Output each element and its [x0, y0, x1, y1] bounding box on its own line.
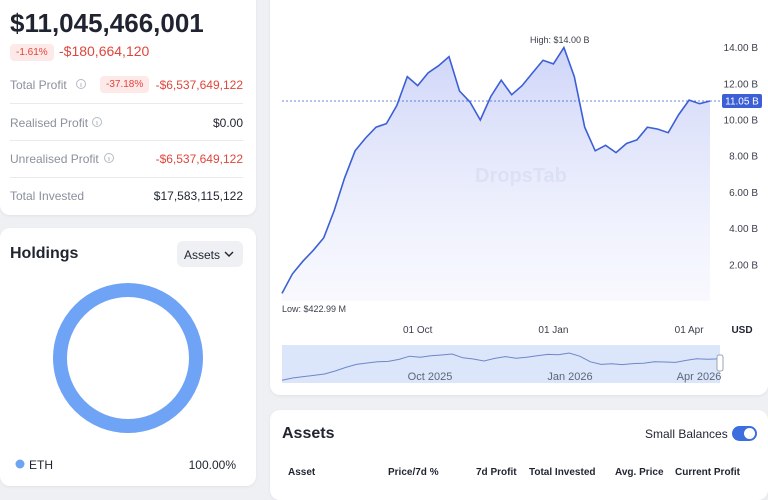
y-tick-label: 6.00 B: [729, 188, 758, 199]
column-header: 7d Profit: [476, 467, 517, 478]
stat-label: Realised Profit: [10, 116, 89, 130]
stat-value: $17,583,115,122: [153, 189, 243, 203]
x-tick-label: 01 Oct: [403, 325, 433, 336]
stat-label: Total Profit: [10, 78, 67, 92]
current-badge: [722, 93, 762, 108]
separator: [10, 177, 243, 178]
price-line: [281, 45, 711, 294]
column-header: Avg. Price: [615, 467, 664, 478]
summary-card: [0, 0, 256, 215]
y-tick-label: 8.00 B: [729, 152, 758, 163]
high-label: High: $14.00 B: [530, 35, 590, 45]
stat-label: Unrealised Profit: [10, 152, 99, 166]
column-header: Current Profit: [675, 467, 740, 478]
donut-chart: [53, 283, 203, 433]
price-chart: DropsTab2.00 B4.00 B6.00 B8.00 B10.00 B1…: [281, 35, 762, 383]
x-tick-label: 01 Apr: [675, 325, 705, 336]
area: [282, 47, 710, 301]
navigator-label: Apr 2026: [677, 371, 722, 383]
navigator-handle: [716, 354, 724, 372]
current-label: 11.05 B: [725, 96, 759, 107]
asset-selector[interactable]: Assets: [177, 241, 243, 267]
legend-dot-wrap: [15, 459, 25, 469]
y-tick-label: 4.00 B: [729, 224, 758, 235]
change-pct: -1.61%: [10, 44, 54, 61]
toggle-label: Small Balances: [645, 427, 728, 441]
separator: [10, 140, 243, 141]
stat-value: $0.00: [212, 116, 243, 130]
navigator: [282, 345, 720, 383]
column-header: Asset: [288, 467, 316, 478]
navigator-label: Oct 2025: [408, 371, 453, 383]
change-value: -$180,664,120: [59, 43, 150, 59]
info-icon: [104, 153, 114, 163]
selector-label: Assets: [184, 248, 221, 262]
toggle[interactable]: [732, 426, 757, 441]
legend-name: ETH: [29, 458, 53, 472]
legend-value: 100.00%: [188, 458, 236, 472]
holdings-card: [0, 228, 256, 486]
y-tick-label: 12.00 B: [724, 79, 759, 90]
legend-dot: [15, 459, 25, 469]
y-tick-label: 14.00 B: [724, 43, 759, 54]
column-header: Price/7d %: [388, 467, 439, 478]
chevron: [224, 251, 234, 257]
y-tick-label: 2.00 B: [729, 260, 758, 271]
holdings-title: Holdings: [10, 245, 79, 262]
donut-segment: [53, 283, 203, 433]
navigator-line: [281, 352, 719, 381]
stat-pct: -37.18%: [100, 76, 150, 93]
stat-label: Total Invested: [10, 189, 85, 203]
assets-card: [270, 410, 768, 500]
assets-title: Assets: [282, 425, 335, 442]
stat-value: -$6,537,649,122: [155, 78, 243, 92]
unit-label: USD: [731, 325, 752, 336]
x-tick-label: 01 Jan: [538, 325, 568, 336]
y-tick-label: 10.00 B: [724, 116, 759, 127]
navigator-label: Jan 2026: [547, 371, 592, 383]
info-icon: [92, 117, 102, 127]
info-icon: [76, 79, 86, 89]
portfolio-value: $11,045,466,001: [10, 8, 204, 38]
low-label: Low: $422.99 M: [282, 304, 346, 314]
column-header: Total Invested: [529, 467, 596, 478]
separator: [10, 103, 243, 104]
stat-value: -$6,537,649,122: [155, 152, 243, 166]
